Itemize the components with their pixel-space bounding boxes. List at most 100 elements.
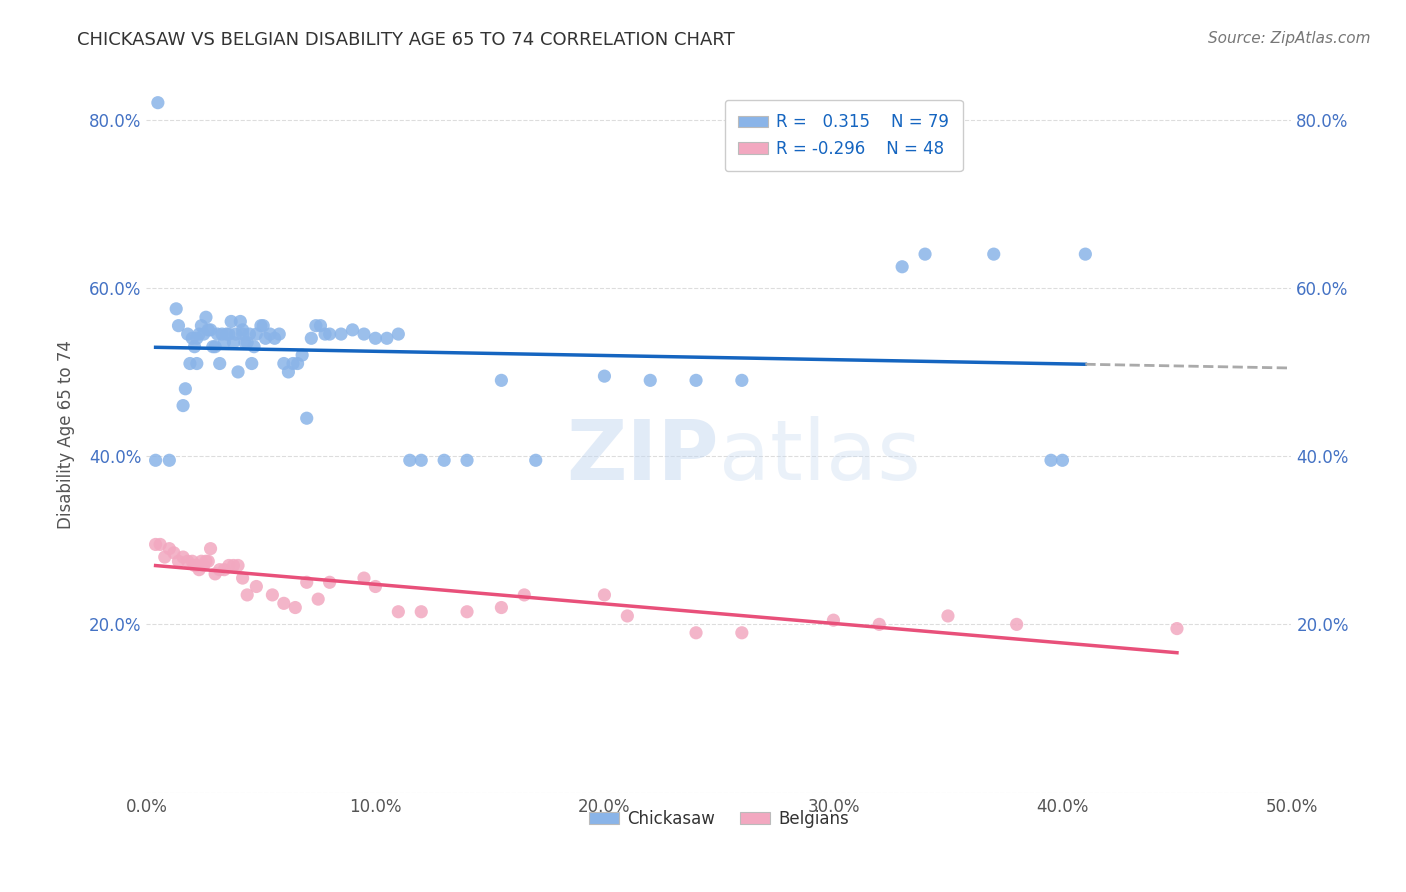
Point	[204, 566, 226, 581]
Point	[193, 327, 215, 342]
Text: Source: ZipAtlas.com: Source: ZipAtlas.com	[1208, 31, 1371, 46]
Point	[222, 558, 245, 573]
Point	[226, 365, 249, 379]
Point	[232, 571, 254, 585]
Point	[914, 247, 936, 261]
Point	[1005, 617, 1028, 632]
Point	[593, 588, 616, 602]
Point	[193, 558, 215, 573]
Point	[1040, 453, 1063, 467]
Point	[295, 575, 318, 590]
Point	[204, 340, 226, 354]
Point	[318, 575, 340, 590]
Point	[236, 588, 259, 602]
Legend: Chickasaw, Belgians: Chickasaw, Belgians	[582, 803, 856, 834]
Point	[731, 373, 754, 387]
Point	[201, 340, 224, 354]
Point	[145, 453, 167, 467]
Point	[214, 563, 236, 577]
Point	[983, 247, 1005, 261]
Point	[190, 318, 212, 333]
Point	[172, 550, 194, 565]
Point	[179, 357, 201, 371]
Point	[233, 335, 256, 350]
Point	[433, 453, 456, 467]
Point	[269, 327, 291, 342]
Point	[823, 613, 845, 627]
Point	[291, 348, 314, 362]
Point	[273, 357, 295, 371]
Point	[513, 588, 536, 602]
Point	[183, 340, 205, 354]
Point	[236, 335, 259, 350]
Point	[194, 554, 217, 568]
Point	[273, 596, 295, 610]
Point	[868, 617, 890, 632]
Point	[245, 580, 267, 594]
Point	[318, 327, 340, 342]
Point	[176, 327, 198, 342]
Point	[157, 453, 180, 467]
Point	[254, 331, 277, 345]
Point	[287, 357, 309, 371]
Point	[375, 331, 398, 345]
Point	[167, 554, 190, 568]
Text: CHICKASAW VS BELGIAN DISABILITY AGE 65 TO 74 CORRELATION CHART: CHICKASAW VS BELGIAN DISABILITY AGE 65 T…	[77, 31, 735, 49]
Point	[1074, 247, 1097, 261]
Point	[167, 318, 190, 333]
Point	[259, 327, 281, 342]
Y-axis label: Disability Age 65 to 74: Disability Age 65 to 74	[58, 341, 75, 530]
Point	[456, 605, 478, 619]
Point	[284, 600, 307, 615]
Point	[200, 323, 222, 337]
Point	[146, 95, 169, 110]
Point	[524, 453, 547, 467]
Point	[262, 588, 284, 602]
Point	[387, 605, 409, 619]
Point	[157, 541, 180, 556]
Point	[218, 327, 240, 342]
Point	[299, 331, 322, 345]
Text: ZIP: ZIP	[567, 416, 718, 497]
Point	[1166, 622, 1188, 636]
Point	[309, 318, 332, 333]
Point	[181, 554, 204, 568]
Point	[731, 625, 754, 640]
Point	[252, 318, 274, 333]
Point	[145, 537, 167, 551]
Point	[188, 563, 211, 577]
Point	[314, 327, 336, 342]
Point	[685, 373, 707, 387]
Point	[411, 605, 433, 619]
Point	[1052, 453, 1074, 467]
Point	[593, 369, 616, 384]
Point	[281, 357, 304, 371]
Point	[149, 537, 172, 551]
Point	[208, 357, 231, 371]
Point	[215, 327, 238, 342]
Point	[243, 340, 266, 354]
Point	[197, 554, 219, 568]
Point	[232, 327, 254, 342]
Point	[186, 558, 208, 573]
Point	[307, 592, 329, 607]
Point	[277, 365, 299, 379]
Point	[364, 580, 387, 594]
Point	[263, 331, 285, 345]
Point	[197, 323, 219, 337]
Point	[616, 609, 638, 624]
Point	[174, 382, 197, 396]
Point	[186, 331, 208, 345]
Point	[456, 453, 478, 467]
Point	[295, 411, 318, 425]
Point	[208, 563, 231, 577]
Point	[194, 310, 217, 325]
Point	[491, 600, 513, 615]
Point	[411, 453, 433, 467]
Point	[891, 260, 914, 274]
Point	[207, 327, 229, 342]
Point	[936, 609, 959, 624]
Text: atlas: atlas	[718, 416, 921, 497]
Point	[188, 327, 211, 342]
Point	[200, 541, 222, 556]
